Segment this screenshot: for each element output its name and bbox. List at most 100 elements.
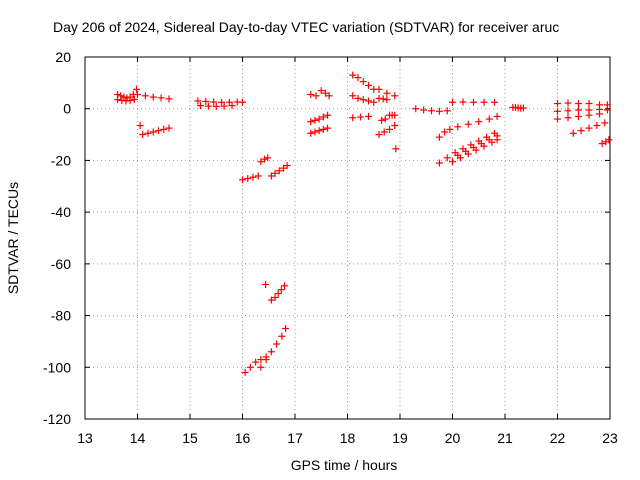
data-point [210, 98, 218, 106]
data-point [239, 98, 246, 106]
data-point [435, 159, 443, 167]
x-tick-label: 19 [392, 430, 408, 446]
data-point [139, 131, 147, 139]
data-point [459, 98, 467, 106]
data-point [262, 356, 270, 364]
y-axis-title: SDTVAR / TECUs [5, 182, 21, 294]
y-tick-label: -20 [51, 152, 71, 168]
data-point [262, 281, 270, 289]
x-tick-label: 13 [77, 430, 93, 446]
data-point [241, 368, 249, 376]
data-point [244, 175, 252, 183]
data-point [317, 87, 325, 95]
data-point [149, 128, 157, 136]
data-point [157, 94, 165, 102]
data-point [449, 158, 456, 166]
data-point [359, 96, 367, 104]
y-tick-label: -40 [51, 204, 71, 220]
x-tick-label: 14 [130, 430, 146, 446]
data-point [435, 133, 443, 141]
data-point [271, 169, 279, 177]
data-point [519, 104, 527, 112]
data-point [575, 106, 582, 114]
data-point [420, 106, 428, 114]
data-marks [114, 71, 613, 376]
data-point [257, 363, 265, 371]
data-point [144, 129, 152, 137]
data-point [349, 71, 357, 79]
x-tick-label: 22 [550, 430, 566, 446]
data-point [311, 128, 319, 136]
data-point [267, 172, 275, 180]
data-point [585, 124, 593, 132]
data-point [386, 125, 393, 133]
data-point [218, 98, 225, 106]
data-point [278, 332, 286, 340]
data-point [485, 115, 493, 123]
data-point [378, 116, 386, 124]
x-tick-label: 23 [602, 430, 618, 446]
data-point [603, 106, 611, 114]
data-point [365, 112, 372, 120]
data-point [575, 112, 582, 120]
data-point [130, 95, 138, 103]
data-point [375, 85, 383, 93]
data-point [274, 290, 282, 298]
data-point [204, 102, 212, 110]
data-point [319, 125, 327, 133]
data-point [493, 132, 501, 140]
y-tick-label: -80 [51, 308, 71, 324]
axis-ticks: 13 14 15 16 17 18 19 20 21 22 23 20 0 -20 -40 -60 -80 -10… [43, 49, 618, 446]
data-point [282, 325, 290, 332]
data-point [375, 131, 383, 139]
data-point [485, 136, 493, 144]
data-point [228, 102, 236, 110]
data-point [307, 90, 315, 98]
data-point [359, 78, 367, 86]
data-point [443, 107, 451, 115]
data-point [383, 89, 391, 97]
data-point [319, 113, 327, 121]
data-point [132, 85, 140, 93]
data-point [134, 90, 141, 98]
data-point [117, 92, 125, 100]
y-tick-label: -120 [43, 411, 71, 427]
data-point [435, 107, 443, 115]
x-tick-label: 17 [287, 430, 303, 446]
data-point [114, 96, 122, 104]
data-point [392, 145, 400, 153]
data-point [464, 120, 472, 128]
data-point [412, 105, 420, 113]
x-tick-label: 15 [182, 430, 198, 446]
data-point [391, 111, 399, 119]
data-point [279, 164, 287, 172]
data-point [321, 89, 329, 97]
x-tick-label: 18 [340, 430, 356, 446]
data-point [324, 111, 332, 119]
data-point [585, 111, 593, 119]
data-point [277, 286, 285, 294]
x-tick-label: 20 [445, 430, 461, 446]
data-point [141, 92, 149, 100]
data-point [454, 123, 462, 131]
data-point [605, 136, 613, 144]
data-point [365, 81, 372, 89]
data-point [554, 115, 561, 123]
data-point [564, 99, 572, 107]
data-point [325, 92, 333, 100]
data-point [252, 358, 260, 366]
data-point [281, 282, 288, 290]
data-point [155, 127, 162, 135]
x-tick-label: 16 [235, 430, 251, 446]
data-point [596, 110, 603, 118]
data-point [475, 118, 483, 126]
data-point [462, 147, 470, 155]
data-point [264, 154, 272, 162]
data-point [202, 97, 210, 105]
y-tick-label: -100 [43, 359, 71, 375]
chart-title: Day 206 of 2024, Sidereal Day-to-day VTE… [53, 19, 559, 35]
data-point [379, 95, 387, 103]
data-point [381, 115, 389, 123]
data-point [577, 127, 585, 135]
